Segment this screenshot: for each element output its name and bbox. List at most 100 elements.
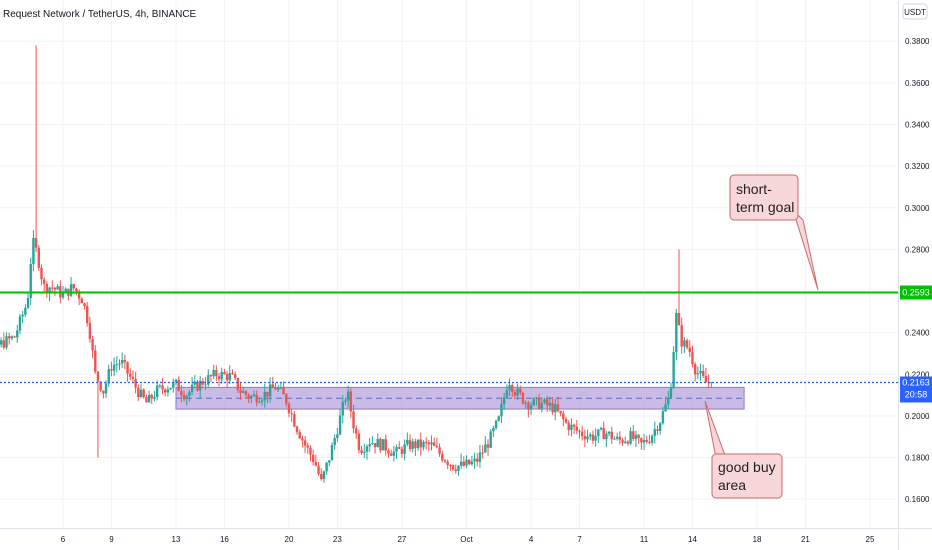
candle-body bbox=[696, 373, 700, 375]
candle-body bbox=[2, 340, 6, 348]
candle-body bbox=[454, 469, 457, 471]
candle-body bbox=[48, 287, 51, 294]
candle-body bbox=[40, 267, 43, 280]
current-price-tag: 0.2163 20:58 bbox=[900, 376, 932, 403]
candle-body bbox=[131, 376, 135, 380]
candle-body bbox=[688, 347, 691, 352]
candle-body bbox=[355, 428, 358, 434]
candle-body bbox=[155, 385, 159, 398]
candle-body bbox=[521, 392, 525, 404]
y-tick-label: 0.3400 bbox=[905, 120, 930, 129]
candle-body bbox=[562, 413, 565, 420]
resistance-price-tag: 0.2593 bbox=[900, 285, 932, 300]
candle-body bbox=[201, 380, 205, 385]
candle-body bbox=[484, 444, 487, 453]
candle-body bbox=[134, 379, 137, 388]
x-tick-label: 13 bbox=[172, 535, 181, 544]
candle-body bbox=[583, 436, 587, 440]
candle-body bbox=[702, 370, 705, 377]
candle-body bbox=[277, 387, 280, 390]
candle-body bbox=[422, 441, 425, 448]
y-tick-label: 0.3800 bbox=[905, 37, 930, 46]
candle-body bbox=[403, 444, 406, 454]
candle-body bbox=[64, 288, 67, 294]
candle-body bbox=[637, 434, 640, 439]
currency-button[interactable]: USDT bbox=[902, 3, 928, 20]
candle-body bbox=[207, 375, 210, 385]
candle-body bbox=[328, 460, 331, 463]
candle-body bbox=[578, 430, 581, 432]
candle-body bbox=[185, 396, 188, 400]
candle-body bbox=[389, 453, 393, 456]
candle-body bbox=[21, 314, 24, 317]
x-tick-label: 4 bbox=[529, 535, 534, 544]
good-buy-area-text-line1: good buy bbox=[718, 459, 776, 475]
candle-body bbox=[438, 447, 441, 454]
candle-body bbox=[648, 441, 651, 443]
candle-body bbox=[597, 429, 600, 437]
candle-body bbox=[330, 445, 334, 461]
candle-body bbox=[414, 441, 417, 449]
candle-body bbox=[311, 454, 315, 462]
x-tick-label: 9 bbox=[109, 535, 114, 544]
candle-body bbox=[233, 374, 237, 378]
candle-body bbox=[53, 287, 57, 290]
currency-button-label: USDT bbox=[904, 8, 926, 17]
candle-body bbox=[352, 411, 355, 429]
candle-body bbox=[508, 385, 511, 391]
candle-body bbox=[449, 464, 452, 466]
candle-body bbox=[465, 459, 468, 466]
candle-body bbox=[242, 391, 245, 393]
candle-body bbox=[551, 403, 554, 413]
candles[interactable] bbox=[0, 45, 713, 483]
candle-body bbox=[16, 330, 19, 338]
candle-body bbox=[357, 433, 361, 451]
candle-body bbox=[18, 316, 22, 331]
candle-body bbox=[13, 336, 16, 338]
candle-body bbox=[626, 441, 630, 444]
candle-body bbox=[212, 370, 215, 377]
candle-body bbox=[669, 387, 673, 398]
candle-body bbox=[599, 428, 603, 430]
candle-body bbox=[416, 439, 420, 449]
candle-body bbox=[209, 375, 213, 377]
candle-body bbox=[640, 438, 643, 443]
candle-body bbox=[236, 377, 240, 391]
candle-body bbox=[198, 380, 202, 391]
candle-body bbox=[443, 460, 447, 462]
candle-body bbox=[96, 371, 100, 382]
candle-body bbox=[615, 436, 619, 439]
candle-body bbox=[629, 431, 632, 444]
candle-body bbox=[575, 426, 578, 431]
candle-body bbox=[427, 442, 431, 445]
candle-body bbox=[290, 413, 293, 415]
candle-body bbox=[153, 397, 156, 399]
resistance-price-tag-text: 0.2593 bbox=[902, 288, 930, 298]
candle-body bbox=[481, 452, 484, 454]
time-axis[interactable]: 6 9 13 16 20 23 27 Oct 4 7 11 14 18 21 25 bbox=[61, 535, 875, 544]
candle-body bbox=[387, 450, 390, 454]
candle-body bbox=[320, 473, 323, 480]
candle-body bbox=[142, 389, 145, 398]
short-term-goal-callout[interactable]: short- term goal bbox=[729, 174, 819, 291]
candle-body bbox=[535, 397, 538, 399]
candle-body bbox=[287, 403, 291, 414]
candle-body bbox=[10, 336, 14, 339]
candle-body bbox=[476, 458, 479, 462]
candle-body bbox=[123, 360, 127, 363]
candle-body bbox=[430, 442, 433, 445]
candle-body bbox=[618, 436, 622, 440]
candle-body bbox=[72, 284, 75, 289]
candle-body bbox=[589, 434, 592, 437]
candle-body bbox=[349, 391, 353, 412]
good-buy-area-callout[interactable]: good buy area bbox=[704, 400, 783, 499]
candle-body bbox=[497, 416, 500, 421]
candle-body bbox=[217, 376, 221, 380]
candle-body bbox=[632, 431, 635, 439]
candle-body bbox=[172, 382, 175, 388]
candle-body bbox=[398, 447, 401, 449]
candle-body bbox=[685, 340, 689, 348]
candle-body bbox=[384, 439, 387, 451]
candle-body bbox=[645, 440, 648, 442]
